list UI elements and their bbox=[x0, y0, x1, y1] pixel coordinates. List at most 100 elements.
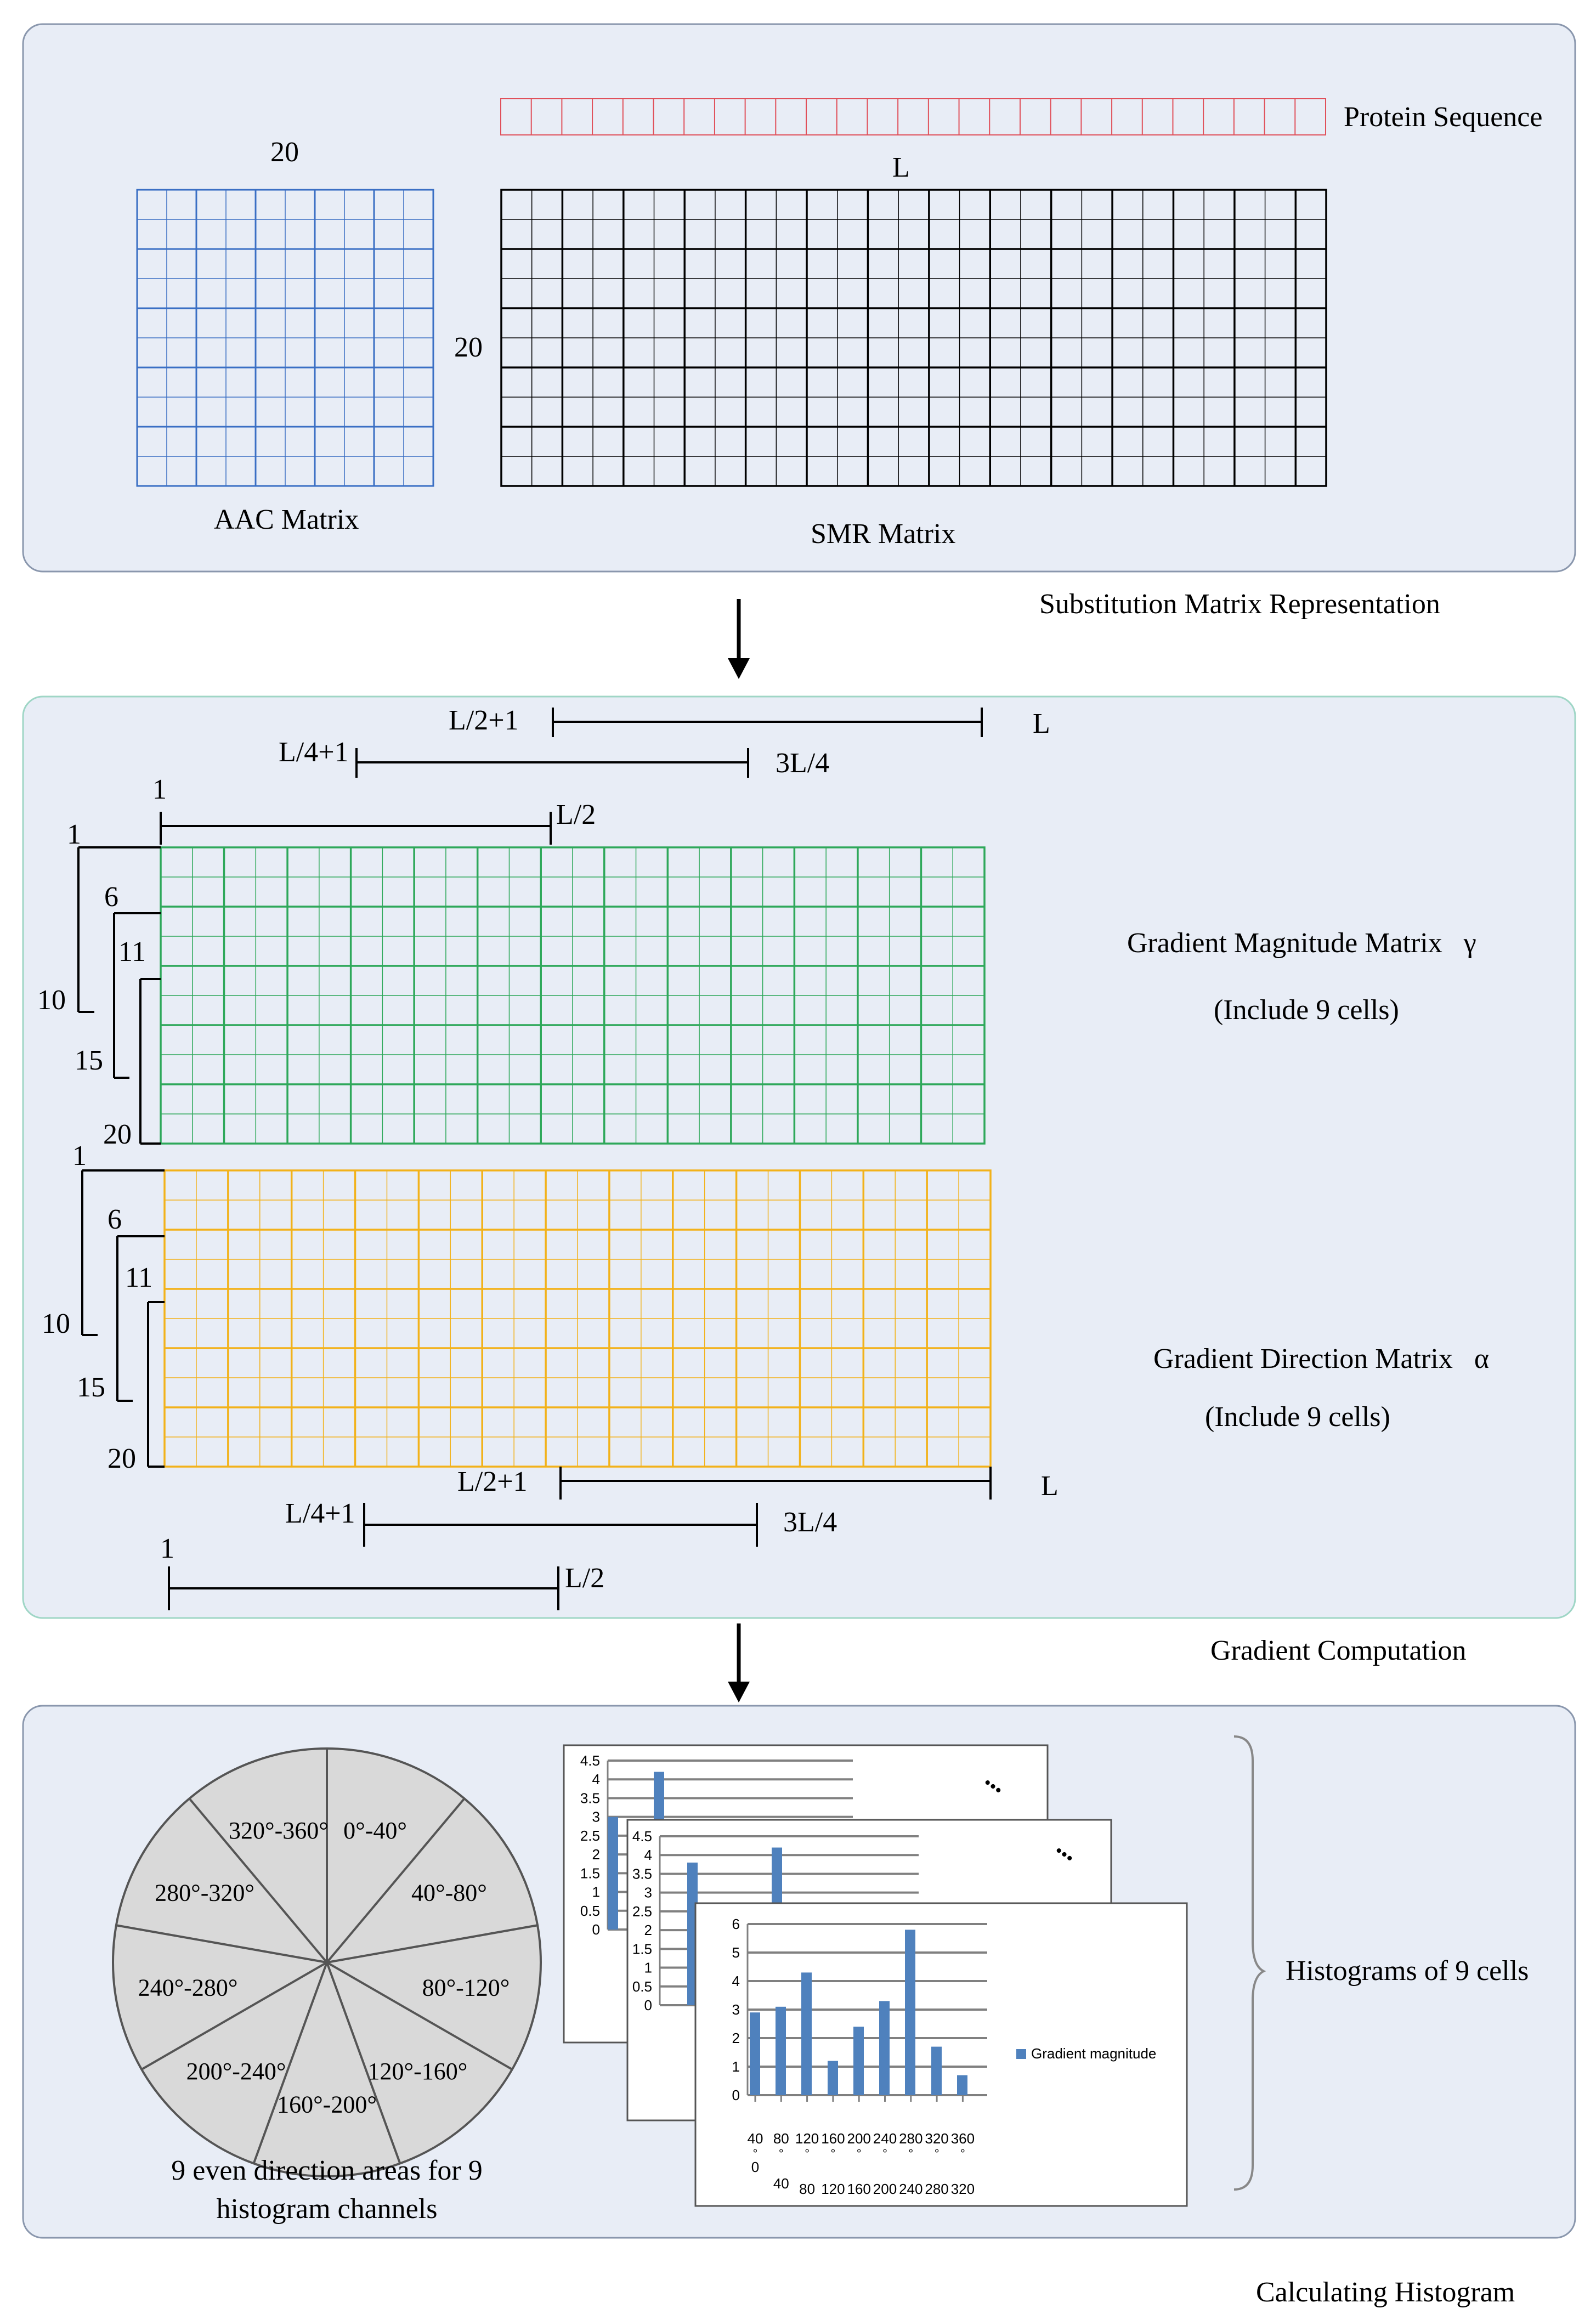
pie-sector-label: 240°-280° bbox=[138, 1974, 238, 2001]
histogram-card-front: 012345640°080°40120°80160°120200°160240°… bbox=[694, 1902, 1188, 2207]
chart-x-category-label: ° bbox=[882, 2147, 887, 2160]
chart-y-tick-label: 0 bbox=[592, 1921, 600, 1938]
chart-x-category-label: ° bbox=[830, 2147, 835, 2160]
chart-y-tick-label: 0 bbox=[644, 1997, 652, 2013]
pie-sector-label: 120°-160° bbox=[368, 2058, 468, 2085]
pie-sector-divider bbox=[326, 1924, 538, 1964]
chart-x-category-label: 80 bbox=[773, 2130, 789, 2147]
top-range-2-end: 3L/4 bbox=[776, 748, 829, 779]
pie-sector-divider bbox=[326, 1961, 513, 2070]
step-label-gradient: Gradient Computation bbox=[1210, 1635, 1466, 1666]
down-arrow-icon bbox=[728, 599, 750, 679]
chart-y-tick-label: 2 bbox=[592, 1846, 600, 1863]
direction-row-bracket-2 bbox=[116, 1235, 165, 1402]
direction-matrix-title: Gradient Direction Matrix α bbox=[1153, 1343, 1489, 1374]
histograms-brace bbox=[1233, 1735, 1266, 2191]
magnitude-row-2-start: 6 bbox=[104, 881, 118, 913]
chart-y-tick-label: 2.5 bbox=[580, 1828, 600, 1844]
direction-row-3-end: 20 bbox=[107, 1443, 136, 1474]
chart-y-tick-label: 3 bbox=[732, 2001, 740, 2018]
chart-x-category-label: 160 bbox=[847, 2181, 871, 2197]
chart-x-category-label: 280 bbox=[899, 2130, 922, 2147]
gradient-direction-matrix bbox=[163, 1169, 992, 1468]
chart-legend-swatch bbox=[1016, 2049, 1026, 2059]
aac-size-label: 20 bbox=[270, 137, 299, 168]
chart-bar bbox=[828, 2061, 838, 2095]
magnitude-row-bracket-2 bbox=[113, 912, 161, 1079]
step-label-smr: Substitution Matrix Representation bbox=[1039, 589, 1440, 620]
chart-y-tick-label: 0 bbox=[732, 2087, 740, 2103]
pie-sector-label: 0°-40° bbox=[343, 1817, 407, 1844]
magnitude-row-1-end: 10 bbox=[37, 985, 66, 1016]
chart-x-category-label: 160 bbox=[821, 2130, 845, 2147]
top-range-2-start: L/4+1 bbox=[279, 737, 349, 768]
chart-y-tick-label: 6 bbox=[732, 1916, 740, 1932]
chart-y-tick-label: 0.5 bbox=[632, 1978, 652, 1995]
chart-x-category-label: ° bbox=[908, 2147, 913, 2160]
magnitude-matrix-title: Gradient Magnitude Matrix γ bbox=[1127, 927, 1476, 959]
pie-caption-line-2: histogram channels bbox=[217, 2193, 438, 2225]
chart-y-tick-label: 3.5 bbox=[632, 1865, 652, 1882]
chart-y-tick-label: 2 bbox=[732, 2030, 740, 2046]
chart-bar bbox=[608, 1817, 618, 1930]
bottom-range-1-start: 1 bbox=[160, 1533, 174, 1564]
top-range-1-start: 1 bbox=[152, 774, 167, 805]
aac-matrix-label: AAC Matrix bbox=[214, 504, 359, 535]
chart-bar bbox=[931, 2046, 942, 2095]
direction-row-1-start: 1 bbox=[72, 1140, 87, 1172]
chart-bar bbox=[776, 2006, 786, 2095]
smr-matrix bbox=[500, 189, 1327, 487]
gradient-panel bbox=[22, 695, 1576, 1619]
chart-x-category-label: 280 bbox=[925, 2181, 948, 2197]
chart-y-tick-label: 4 bbox=[644, 1847, 652, 1863]
bottom-range-2-end: 3L/4 bbox=[783, 1507, 837, 1538]
top-range-3 bbox=[552, 708, 983, 737]
step-label-histogram: Calculating Histogram bbox=[1256, 2277, 1515, 2308]
bottom-range-1-end: L/2 bbox=[565, 1563, 604, 1594]
chart-x-category-label: 240 bbox=[873, 2130, 897, 2147]
pie-sector-label: 200°-240° bbox=[186, 2058, 286, 2085]
bottom-range-1 bbox=[168, 1566, 559, 1610]
gradient-magnitude-matrix bbox=[160, 846, 986, 1145]
chart-y-tick-label: 1 bbox=[732, 2058, 740, 2075]
chart-x-category-label: 40 bbox=[773, 2175, 789, 2192]
chart-y-tick-label: 4 bbox=[732, 1973, 740, 1989]
chart-x-category-label: 320 bbox=[925, 2130, 948, 2147]
chart-y-tick-label: 2 bbox=[644, 1922, 652, 1938]
direction-row-bracket-3 bbox=[147, 1301, 165, 1468]
magnitude-row-1-start: 1 bbox=[67, 819, 81, 850]
chart-x-category-label: 320 bbox=[951, 2181, 975, 2197]
protein-sequence-strip bbox=[500, 98, 1326, 135]
chart-y-tick-label: 1 bbox=[592, 1884, 600, 1900]
bottom-range-3-start: L/2+1 bbox=[457, 1466, 528, 1497]
magnitude-matrix-note: (Include 9 cells) bbox=[1214, 994, 1399, 1026]
pie-sector-divider bbox=[188, 1797, 328, 1964]
bottom-range-2-start: L/4+1 bbox=[285, 1498, 355, 1529]
chart-x-category-label: 200 bbox=[847, 2130, 871, 2147]
chart-x-category-label: ° bbox=[935, 2147, 940, 2160]
down-arrow-icon bbox=[728, 1623, 750, 1702]
chart-x-category-label: ° bbox=[805, 2147, 810, 2160]
magnitude-row-3-end: 20 bbox=[103, 1119, 132, 1150]
chart-y-tick-label: 2.5 bbox=[632, 1903, 652, 1920]
top-range-1 bbox=[160, 812, 552, 845]
chart-x-category-label: ° bbox=[779, 2147, 784, 2160]
pie-sector-label: 40°-80° bbox=[411, 1879, 487, 1906]
chart-y-tick-label: 1.5 bbox=[632, 1940, 652, 1957]
pie-sector-divider bbox=[141, 1961, 327, 2070]
pie-sector-label: 280°-320° bbox=[155, 1879, 254, 1906]
chart-bar bbox=[957, 2075, 967, 2095]
pie-sector-label: 320°-360° bbox=[229, 1817, 329, 1844]
pie-sector-divider bbox=[116, 1924, 327, 1964]
chart-y-tick-label: 5 bbox=[732, 1944, 740, 1961]
top-range-2 bbox=[355, 748, 749, 778]
magnitude-row-3-start: 11 bbox=[118, 936, 146, 968]
protein-sequence-label: Protein Sequence bbox=[1344, 101, 1542, 133]
chart-x-category-label: 120 bbox=[821, 2181, 845, 2197]
magnitude-row-bracket-3 bbox=[139, 978, 161, 1145]
pie-sector-divider bbox=[326, 1962, 401, 2164]
chart-x-category-label: 120 bbox=[795, 2130, 819, 2147]
pie-sector-label: 80°-120° bbox=[422, 1974, 510, 2001]
chart-bar bbox=[853, 2027, 864, 2095]
